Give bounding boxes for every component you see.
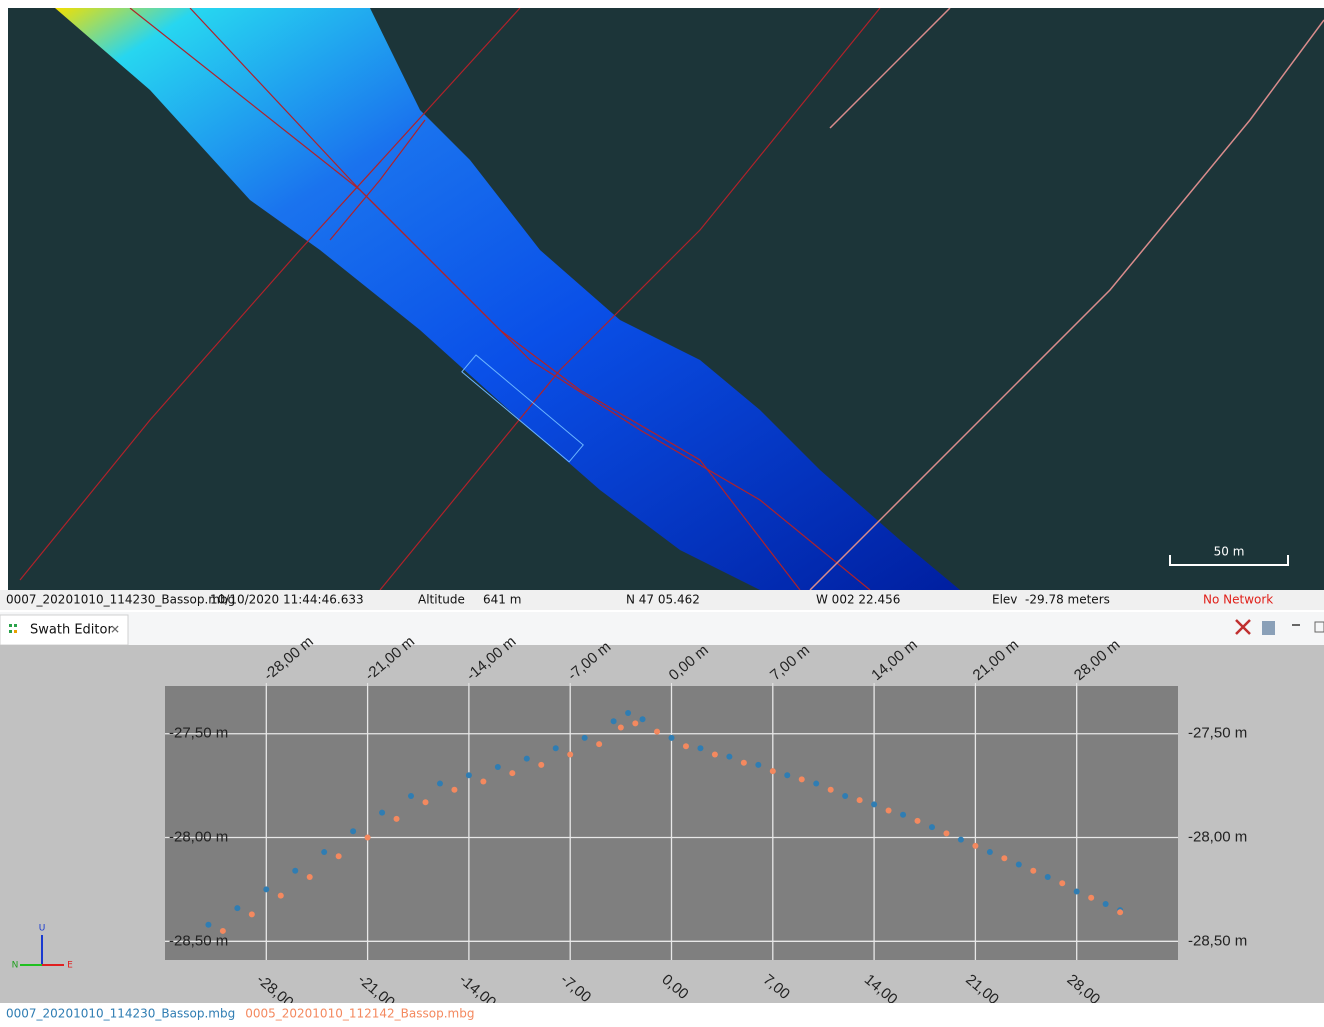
data-point: [1030, 868, 1036, 874]
data-point: [625, 710, 631, 716]
triad-east: E: [67, 961, 73, 971]
app-window: 50 m 0007_20201010_114230_Bassop.mbg 10/…: [0, 0, 1324, 1023]
data-point: [249, 911, 255, 917]
data-point: [408, 793, 414, 799]
save-button[interactable]: [1262, 621, 1275, 635]
data-point: [321, 849, 327, 855]
data-point: [379, 810, 385, 816]
triad-north: N: [12, 961, 19, 971]
data-point: [669, 735, 675, 741]
data-point: [632, 720, 638, 726]
data-point: [307, 874, 313, 880]
data-point: [1103, 901, 1109, 907]
triad-up: U: [39, 924, 46, 934]
data-point: [784, 772, 790, 778]
data-point: [611, 718, 617, 724]
data-point: [480, 778, 486, 784]
status-altitude-label: Altitude: [418, 593, 465, 607]
data-point: [278, 893, 284, 899]
y-tick-label-right: -28,50 m: [1188, 932, 1247, 949]
data-point: [234, 905, 240, 911]
data-point: [1016, 862, 1022, 868]
minimize-button[interactable]: [1292, 624, 1300, 626]
data-point: [553, 745, 559, 751]
data-point: [712, 752, 718, 758]
tab-title[interactable]: Swath Editor: [30, 623, 113, 638]
data-point: [654, 729, 660, 735]
data-point: [336, 853, 342, 859]
data-point: [900, 812, 906, 818]
legend-entry: 0007_20201010_114230_Bassop.mbg: [6, 1007, 235, 1021]
data-point: [618, 725, 624, 731]
data-point: [697, 745, 703, 751]
data-point: [1059, 880, 1065, 886]
status-elevation: Elev -29.78 meters: [992, 593, 1110, 607]
data-point: [929, 824, 935, 830]
data-point: [205, 922, 211, 928]
status-file: 0007_20201010_114230_Bassop.mbg: [6, 593, 235, 607]
data-point: [1088, 895, 1094, 901]
data-point: [1045, 874, 1051, 880]
data-point: [292, 868, 298, 874]
y-tick-label: -28,50 m: [169, 932, 228, 949]
data-point: [451, 787, 457, 793]
data-point: [915, 818, 921, 824]
data-point: [683, 743, 689, 749]
status-longitude: W 002 22.456: [816, 593, 900, 607]
data-point: [495, 764, 501, 770]
data-point: [567, 752, 573, 758]
status-altitude: 641 m: [483, 593, 521, 607]
data-point: [813, 781, 819, 787]
data-point: [509, 770, 515, 776]
page: 50 m 0007_20201010_114230_Bassop.mbg 10/…: [0, 0, 1324, 1023]
data-point: [640, 716, 646, 722]
data-point: [596, 741, 602, 747]
scale-label: 50 m: [1214, 545, 1245, 559]
data-point: [958, 837, 964, 843]
data-point: [842, 793, 848, 799]
data-point: [726, 754, 732, 760]
data-point: [1074, 889, 1080, 895]
y-tick-label: -28,00 m: [169, 828, 228, 845]
data-point: [799, 776, 805, 782]
tab-close[interactable]: ✕: [110, 623, 120, 637]
data-point: [524, 756, 530, 762]
data-point: [1117, 909, 1123, 915]
data-point: [466, 772, 472, 778]
data-point: [437, 781, 443, 787]
status-network: No Network: [1203, 593, 1273, 607]
y-tick-label-right: -27,50 m: [1188, 725, 1247, 742]
data-point: [1001, 855, 1007, 861]
y-tick-label-right: -28,00 m: [1188, 828, 1247, 845]
data-point: [741, 760, 747, 766]
tab-bar: [0, 612, 1324, 645]
data-point: [263, 886, 269, 892]
data-point: [350, 828, 356, 834]
data-point: [828, 787, 834, 793]
legend-entry: 0005_20201010_112142_Bassop.mbg: [245, 1007, 474, 1021]
y-tick-label: -27,50 m: [169, 725, 228, 742]
data-point: [943, 830, 949, 836]
data-point: [972, 843, 978, 849]
data-point: [394, 816, 400, 822]
status-time: 10/10/2020 11:44:46.633: [210, 593, 364, 607]
status-latitude: N 47 05.462: [626, 593, 700, 607]
data-point: [886, 808, 892, 814]
map-view[interactable]: 50 m: [8, 8, 1324, 590]
data-point: [871, 801, 877, 807]
data-point: [770, 768, 776, 774]
data-point: [582, 735, 588, 741]
data-point: [538, 762, 544, 768]
data-point: [422, 799, 428, 805]
data-point: [755, 762, 761, 768]
data-point: [220, 928, 226, 934]
data-point: [365, 835, 371, 841]
data-point: [857, 797, 863, 803]
data-point: [987, 849, 993, 855]
